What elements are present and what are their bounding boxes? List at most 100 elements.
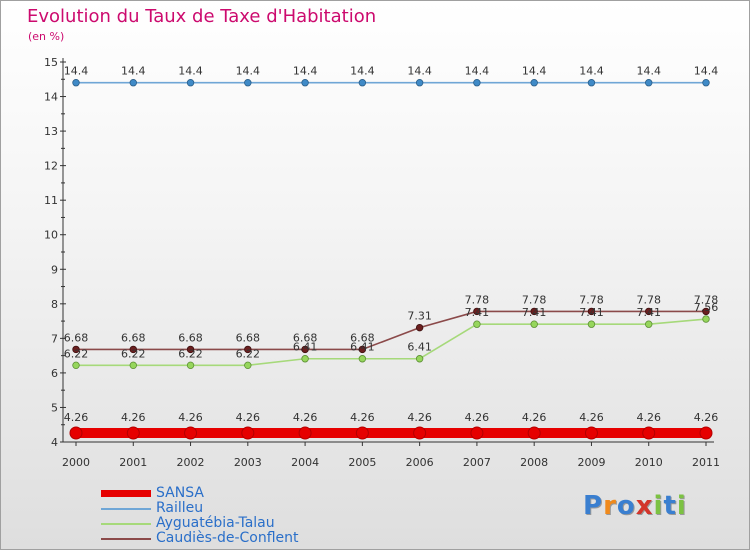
data-point-ayguat-bia-talau: [244, 361, 252, 370]
data-label-railleu: 14.4: [636, 65, 661, 78]
x-tick-label: 2011: [692, 456, 720, 469]
data-label-sansa: 4.26: [350, 411, 375, 424]
legend-label-railleu: Railleu: [156, 500, 204, 516]
legend-swatch-caudies: [101, 538, 151, 540]
x-tick-label: 2007: [463, 456, 491, 469]
data-point-caudi-s-de-conflent: [645, 307, 653, 316]
data-label-sansa: 4.26: [522, 411, 547, 424]
data-label-caudi-s-de-conflent: 7.78: [579, 293, 604, 306]
logo-letter: P: [583, 491, 604, 521]
data-point-sansa: [241, 426, 255, 440]
data-point-railleu: [473, 79, 481, 87]
data-point-ayguat-bia-talau: [587, 320, 596, 328]
data-point-ayguat-bia-talau: [530, 320, 538, 328]
data-label-ayguat-bia-talau: 7.41: [465, 306, 490, 319]
data-label-railleu: 14.4: [293, 65, 318, 78]
data-label-sansa: 4.26: [636, 411, 661, 424]
x-tick-label: 2009: [577, 456, 605, 469]
data-label-ayguat-bia-talau: 6.41: [407, 341, 432, 354]
data-label-ayguat-bia-talau: 6.41: [293, 341, 318, 354]
data-label-ayguat-bia-talau: 7.41: [579, 306, 604, 319]
legend-swatch-railleu: [101, 508, 151, 510]
logo-letter: r: [603, 491, 617, 521]
data-label-railleu: 14.4: [522, 65, 547, 78]
data-label-caudi-s-de-conflent: 6.68: [121, 331, 146, 344]
chart-subtitle: (en %): [28, 30, 65, 43]
data-point-ayguat-bia-talau: [186, 361, 195, 370]
data-label-sansa: 4.26: [178, 411, 203, 424]
x-tick-label: 2004: [291, 456, 319, 469]
data-label-railleu: 14.4: [236, 65, 261, 78]
x-tick-label: 2002: [177, 456, 205, 469]
data-point-railleu: [358, 79, 367, 87]
x-tick-label: 2003: [234, 456, 262, 469]
y-tick-label: 7: [51, 332, 58, 345]
y-tick-label: 4: [51, 436, 58, 449]
data-point-ayguat-bia-talau: [473, 320, 481, 328]
data-point-railleu: [301, 79, 309, 87]
data-point-railleu: [129, 79, 137, 87]
data-point-railleu: [244, 79, 252, 87]
data-point-caudi-s-de-conflent: [530, 307, 538, 316]
data-label-railleu: 14.4: [178, 65, 203, 78]
data-point-caudi-s-de-conflent: [415, 323, 424, 332]
data-point-railleu: [72, 79, 80, 87]
data-point-ayguat-bia-talau: [301, 355, 309, 363]
proxiti-logo: Proxiti: [583, 491, 687, 521]
data-label-ayguat-bia-talau: 6.22: [64, 347, 89, 360]
data-point-sansa: [69, 426, 83, 440]
logo-letter: i: [676, 491, 687, 521]
logo-letter: o: [616, 491, 636, 521]
data-point-caudi-s-de-conflent: [473, 307, 481, 316]
data-point-caudi-s-de-conflent: [587, 307, 596, 316]
data-label-caudi-s-de-conflent: 7.78: [522, 293, 547, 306]
x-tick-label: 2005: [348, 456, 376, 469]
x-tick-label: 2001: [119, 456, 147, 469]
y-tick-label: 6: [51, 367, 58, 380]
legend-swatch-sansa: [101, 490, 151, 497]
data-point-caudi-s-de-conflent: [129, 345, 137, 354]
x-tick-label: 2008: [520, 456, 548, 469]
data-point-ayguat-bia-talau: [72, 361, 80, 370]
data-label-ayguat-bia-talau: 7.41: [522, 306, 547, 319]
y-tick-label: 14: [44, 91, 58, 104]
data-label-sansa: 4.26: [236, 411, 261, 424]
y-tick-label: 11: [44, 194, 58, 207]
data-point-railleu: [645, 79, 653, 87]
data-label-ayguat-bia-talau: 7.56: [694, 301, 719, 314]
data-label-railleu: 14.4: [64, 65, 89, 78]
data-label-sansa: 4.26: [64, 411, 89, 424]
data-point-railleu: [530, 79, 538, 87]
logo-letter: i: [653, 491, 664, 521]
data-point-sansa: [355, 426, 369, 440]
data-label-sansa: 4.26: [694, 411, 719, 424]
data-point-caudi-s-de-conflent: [358, 345, 367, 354]
data-label-ayguat-bia-talau: 7.41: [636, 306, 661, 319]
data-label-ayguat-bia-talau: 6.22: [121, 347, 146, 360]
data-label-caudi-s-de-conflent: 7.78: [636, 293, 661, 306]
data-point-sansa: [527, 426, 541, 440]
x-tick-label: 2010: [635, 456, 663, 469]
data-label-railleu: 14.4: [465, 65, 490, 78]
series-line-ayguat-bia-talau: [76, 318, 707, 367]
data-label-ayguat-bia-talau: 6.41: [350, 341, 375, 354]
data-point-sansa: [699, 426, 713, 440]
data-label-railleu: 14.4: [579, 65, 604, 78]
data-point-sansa: [584, 426, 598, 440]
data-point-caudi-s-de-conflent: [301, 345, 309, 354]
data-point-railleu: [186, 79, 195, 87]
data-point-ayguat-bia-talau: [129, 361, 137, 370]
data-label-railleu: 14.4: [694, 65, 719, 78]
data-point-sansa: [470, 426, 484, 440]
x-tick-label: 2000: [62, 456, 90, 469]
data-label-sansa: 4.26: [121, 411, 146, 424]
x-tick-label: 2006: [406, 456, 434, 469]
data-point-sansa: [413, 426, 427, 440]
data-label-railleu: 14.4: [350, 65, 375, 78]
data-label-ayguat-bia-talau: 6.22: [236, 347, 261, 360]
data-label-caudi-s-de-conflent: 6.68: [236, 331, 261, 344]
data-label-sansa: 4.26: [579, 411, 604, 424]
data-label-ayguat-bia-talau: 6.22: [178, 347, 203, 360]
data-label-caudi-s-de-conflent: 6.68: [350, 331, 375, 344]
data-point-ayguat-bia-talau: [415, 355, 424, 363]
